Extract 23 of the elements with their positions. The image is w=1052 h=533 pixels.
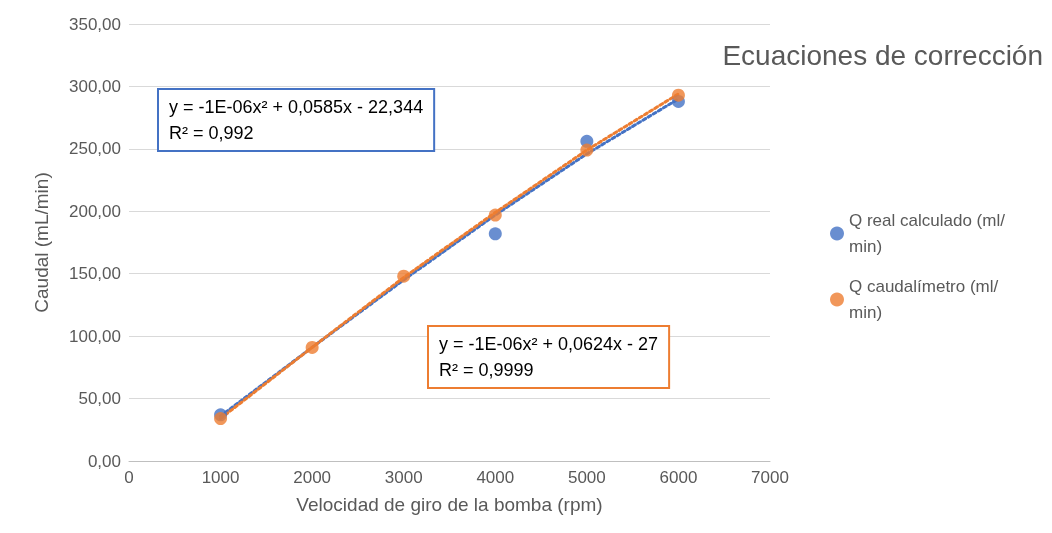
y-tick-label: 300,00: [69, 76, 121, 96]
y-tick-label: 250,00: [69, 139, 121, 159]
annotation: y = -1E-06x² + 0,0585x - 22,344 R² = 0,992: [169, 97, 424, 143]
y-tick-label: 0,00: [87, 451, 121, 471]
x-tick-label: 7000: [751, 468, 789, 487]
x-tick-label: 0: [124, 468, 134, 487]
x-tick-label: 4000: [476, 468, 515, 487]
x-tick-label: 2000: [293, 468, 332, 487]
y-axis-title: Caudal (mL/min): [31, 172, 52, 313]
legend-label: Q real calculado (ml/min): [849, 211, 1006, 256]
y-tick-label: 150,00: [69, 264, 121, 284]
x-tick-label: 6000: [659, 468, 698, 487]
y-tick-label: 200,00: [69, 201, 121, 221]
x-tick-label: 1000: [201, 468, 240, 487]
x-axis-title: Velocidad de giro de la bomba (rpm): [296, 494, 603, 515]
y-tick-label: 50,00: [78, 389, 121, 409]
annotation: y = -1E-06x² + 0,0624x - 27 R² = 0,9999: [439, 334, 659, 380]
y-tick-label: 350,00: [69, 14, 121, 34]
y-tick-label: 100,00: [69, 326, 121, 346]
legend-label: Q caudalímetro (ml/min): [849, 277, 999, 322]
x-tick-label: 3000: [384, 468, 423, 487]
text: Ecuaciones de corrección: [722, 39, 1044, 71]
x-tick-label: 5000: [567, 468, 606, 487]
